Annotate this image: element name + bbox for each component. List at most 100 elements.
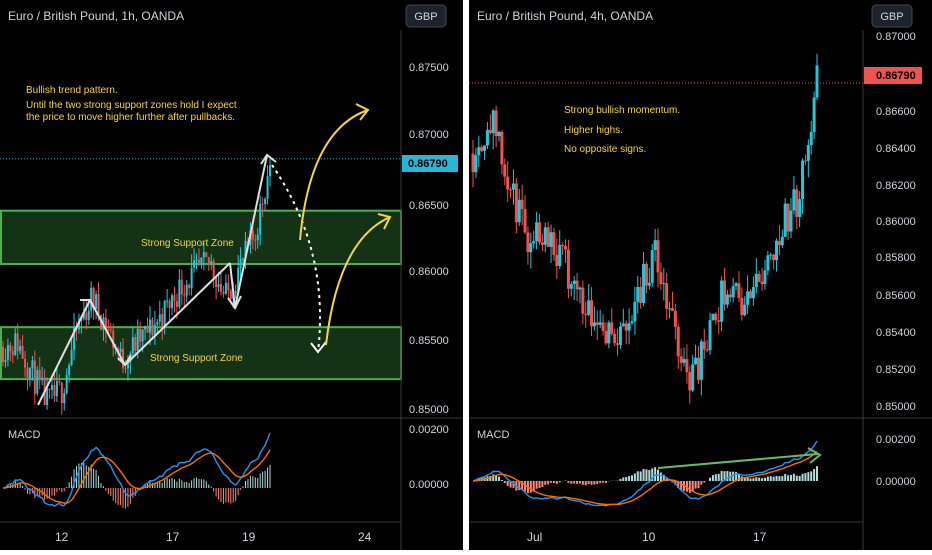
candle	[104, 308, 107, 344]
right-price-tick: 0.86400	[876, 143, 916, 155]
candle	[180, 269, 183, 306]
candle	[751, 276, 755, 306]
candle-body	[212, 261, 215, 278]
left-chart-title: Euro / British Pound, 1h, OANDA	[8, 9, 184, 23]
candle-body	[217, 284, 220, 288]
candle	[146, 317, 149, 333]
left-time-tick: 17	[166, 530, 180, 544]
candle-body	[139, 328, 142, 342]
candle-body	[92, 287, 95, 309]
candle-body	[769, 254, 773, 256]
right-annotation-line: Strong bullish momentum.	[564, 105, 680, 116]
left-currency-button[interactable]: GBP	[405, 4, 447, 28]
candle	[656, 228, 660, 288]
candle	[269, 155, 271, 187]
candle	[506, 161, 510, 202]
right-currency-label: GBP	[880, 11, 903, 23]
candle	[480, 145, 484, 152]
macd-divergence-trendline[interactable]	[657, 453, 819, 469]
left-annotation[interactable]: Bullish trend pattern. Until the two str…	[26, 85, 237, 123]
right-time-axis[interactable]: Jul 10 17	[527, 530, 767, 544]
candle	[783, 198, 787, 237]
candle	[668, 301, 672, 319]
candle-body	[38, 370, 41, 380]
candle	[601, 314, 605, 336]
projected-rise-curve[interactable]	[325, 216, 391, 346]
right-price-tick: 0.85000	[876, 401, 916, 413]
right-chart-panel[interactable]	[469, 0, 932, 550]
candle	[234, 284, 237, 299]
right-price-tick: 0.87000	[876, 31, 916, 43]
candle-body	[134, 337, 137, 351]
candle	[163, 299, 166, 335]
right-currency-button[interactable]: GBP	[871, 4, 913, 28]
candle-body	[178, 279, 181, 307]
candle	[630, 315, 634, 326]
candle	[714, 312, 718, 325]
candle-body	[540, 242, 544, 245]
left-time-axis[interactable]: 12 17 19 24	[55, 530, 372, 544]
candle-body	[679, 356, 683, 363]
candle-body	[104, 317, 107, 330]
candle	[153, 311, 156, 346]
candle-body	[549, 232, 553, 247]
candle-body	[112, 330, 115, 349]
candle-body	[497, 131, 501, 137]
upper-zone-label[interactable]: Strong Support Zone	[141, 238, 234, 249]
candle-body	[261, 203, 264, 205]
candle	[148, 306, 151, 345]
candle	[202, 242, 205, 271]
candle-body	[546, 227, 550, 247]
signal-line	[2, 449, 271, 504]
pullback-arrowhead	[310, 341, 327, 354]
left-price-axis[interactable]: 0.87500 0.87000 0.86500 0.86000 0.85500 …	[409, 62, 449, 416]
candle	[109, 322, 112, 334]
candle	[6, 338, 9, 367]
candle-body	[500, 131, 504, 165]
trend-zigzag-segment[interactable]	[229, 262, 236, 309]
candle-body	[124, 367, 127, 369]
candle-body	[491, 110, 495, 134]
candle	[474, 147, 478, 179]
right-annotation[interactable]: Strong bullish momentum. Higher highs. N…	[564, 105, 680, 155]
trend-zigzag-segment[interactable]	[37, 299, 91, 406]
candle-body	[477, 147, 481, 156]
candle	[190, 254, 193, 296]
candle	[166, 288, 169, 308]
candle-body	[509, 189, 513, 191]
candle-body	[685, 359, 689, 373]
candle-body	[722, 280, 726, 305]
candle-body	[215, 277, 218, 288]
candle	[237, 255, 240, 293]
candle	[722, 268, 726, 311]
candle-body	[53, 385, 56, 397]
candle-body	[801, 160, 805, 200]
candle-body	[795, 189, 799, 217]
candle	[183, 284, 186, 308]
candle	[812, 91, 816, 140]
candle-body	[58, 381, 61, 383]
candle-body	[21, 346, 24, 359]
projected-pullback-path[interactable]	[271, 164, 321, 353]
candle-body	[4, 359, 7, 362]
candle	[746, 275, 750, 314]
trend-zigzag-segment[interactable]	[89, 299, 126, 366]
projected-rise-curve[interactable]	[299, 109, 369, 241]
candle	[561, 242, 565, 256]
candle-body	[195, 259, 198, 261]
candle-body	[754, 273, 758, 288]
candle	[610, 308, 614, 336]
candle	[9, 341, 12, 362]
candle-body	[590, 300, 594, 327]
right-price-axis[interactable]: 0.87000 0.86600 0.86400 0.86200 0.86000 …	[876, 31, 916, 413]
candle-body	[517, 199, 521, 223]
candle	[73, 313, 76, 361]
candle-body	[737, 283, 741, 298]
candle	[112, 323, 115, 357]
trend-zigzag-segment[interactable]	[124, 262, 231, 366]
right-time-tick: 10	[642, 530, 656, 544]
candle	[613, 328, 617, 347]
trend-zigzag-segment[interactable]	[234, 154, 268, 309]
lower-zone-label[interactable]: Strong Support Zone	[150, 353, 243, 364]
candle	[731, 278, 735, 303]
